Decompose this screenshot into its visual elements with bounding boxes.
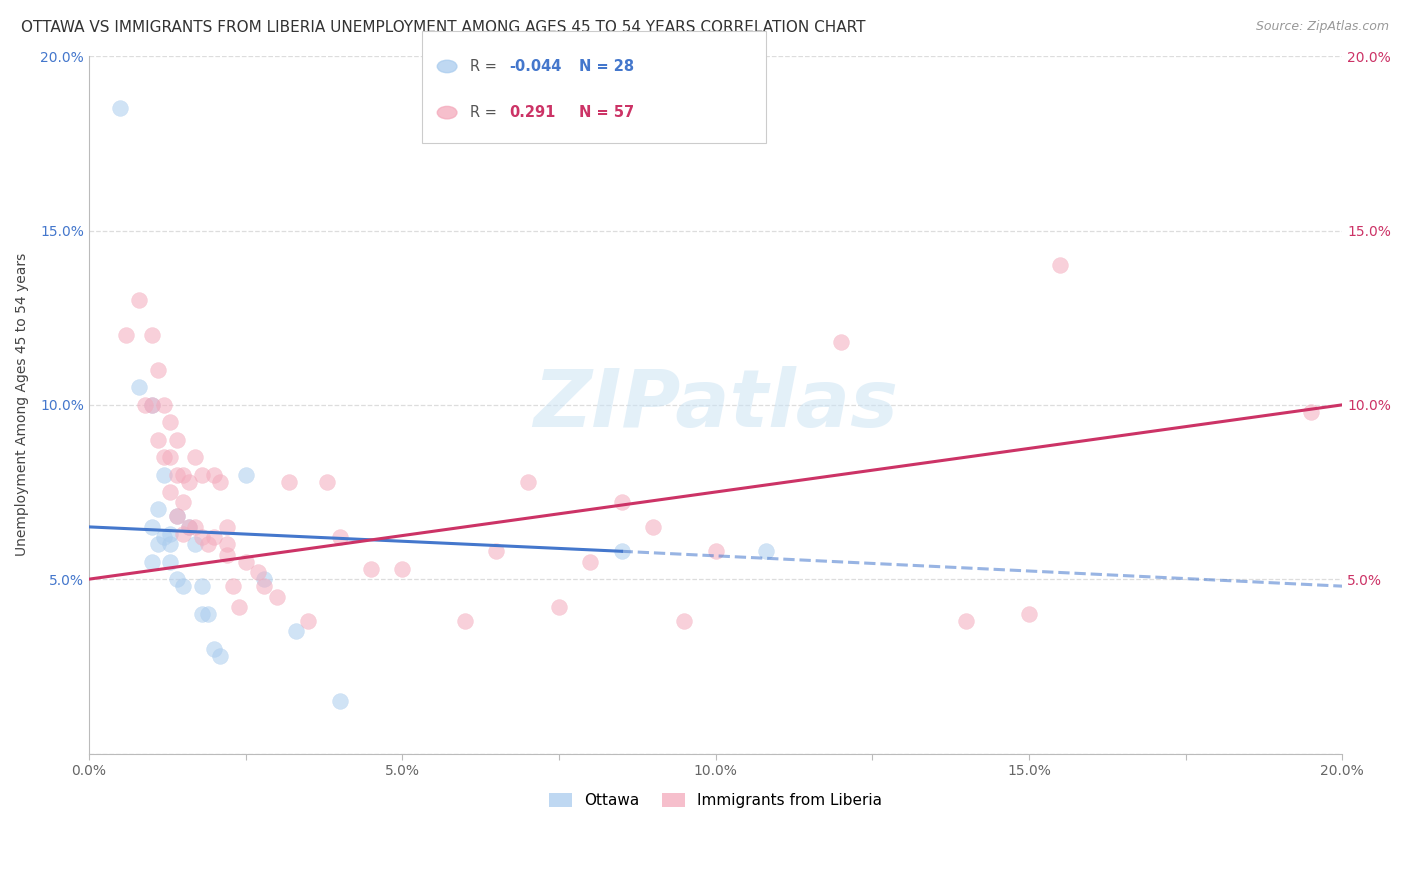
- Point: [159, 415, 181, 429]
- Point: [146, 433, 169, 447]
- Point: [704, 544, 727, 558]
- Text: N = 28: N = 28: [579, 59, 634, 74]
- Point: [159, 526, 181, 541]
- Point: [266, 590, 288, 604]
- Point: [134, 398, 156, 412]
- Point: [172, 495, 194, 509]
- Point: [253, 572, 276, 586]
- Point: [153, 398, 176, 412]
- Point: [128, 293, 150, 308]
- Point: [184, 520, 207, 534]
- Point: [202, 641, 225, 656]
- Point: [1299, 405, 1322, 419]
- Point: [108, 102, 131, 116]
- Point: [184, 537, 207, 551]
- Point: [146, 502, 169, 516]
- Point: [128, 380, 150, 394]
- Point: [641, 520, 664, 534]
- Point: [215, 548, 238, 562]
- Point: [141, 398, 163, 412]
- Text: R =: R =: [470, 59, 501, 74]
- Point: [215, 520, 238, 534]
- Text: -0.044: -0.044: [509, 59, 561, 74]
- Point: [955, 614, 977, 628]
- Point: [146, 363, 169, 377]
- Text: N = 57: N = 57: [579, 105, 634, 120]
- Point: [153, 530, 176, 544]
- Point: [179, 520, 201, 534]
- Point: [166, 572, 188, 586]
- Point: [172, 579, 194, 593]
- Point: [141, 398, 163, 412]
- Point: [146, 537, 169, 551]
- Point: [328, 530, 350, 544]
- Point: [579, 555, 602, 569]
- Text: R =: R =: [470, 105, 501, 120]
- Point: [159, 485, 181, 500]
- Point: [184, 450, 207, 464]
- Point: [610, 544, 633, 558]
- Point: [297, 614, 319, 628]
- Point: [159, 450, 181, 464]
- Point: [485, 544, 508, 558]
- Y-axis label: Unemployment Among Ages 45 to 54 years: Unemployment Among Ages 45 to 54 years: [15, 253, 30, 557]
- Point: [141, 520, 163, 534]
- Point: [755, 544, 778, 558]
- Point: [391, 562, 413, 576]
- Text: 0.291: 0.291: [509, 105, 555, 120]
- Point: [253, 579, 276, 593]
- Point: [190, 467, 212, 482]
- Point: [202, 467, 225, 482]
- Point: [159, 537, 181, 551]
- Point: [1049, 259, 1071, 273]
- Point: [202, 530, 225, 544]
- Point: [610, 495, 633, 509]
- Point: [328, 694, 350, 708]
- Point: [215, 537, 238, 551]
- Point: [454, 614, 477, 628]
- Point: [209, 648, 232, 663]
- Point: [235, 555, 257, 569]
- Point: [172, 467, 194, 482]
- Text: OTTAWA VS IMMIGRANTS FROM LIBERIA UNEMPLOYMENT AMONG AGES 45 TO 54 YEARS CORRELA: OTTAWA VS IMMIGRANTS FROM LIBERIA UNEMPL…: [21, 20, 866, 35]
- Point: [166, 509, 188, 524]
- Point: [284, 624, 307, 639]
- Point: [1018, 607, 1040, 621]
- Point: [190, 607, 212, 621]
- Point: [190, 530, 212, 544]
- Point: [166, 433, 188, 447]
- Point: [360, 562, 382, 576]
- Point: [316, 475, 339, 489]
- Point: [179, 520, 201, 534]
- Point: [247, 565, 270, 579]
- Point: [166, 509, 188, 524]
- Point: [235, 467, 257, 482]
- Point: [141, 328, 163, 343]
- Point: [197, 607, 219, 621]
- Text: ZIPatlas: ZIPatlas: [533, 366, 898, 444]
- Point: [278, 475, 301, 489]
- Point: [166, 467, 188, 482]
- Point: [190, 579, 212, 593]
- Point: [830, 335, 852, 350]
- Point: [179, 475, 201, 489]
- Point: [159, 555, 181, 569]
- Point: [222, 579, 245, 593]
- Point: [209, 475, 232, 489]
- Point: [516, 475, 538, 489]
- Point: [115, 328, 138, 343]
- Point: [547, 600, 569, 615]
- Point: [172, 526, 194, 541]
- Text: Source: ZipAtlas.com: Source: ZipAtlas.com: [1256, 20, 1389, 33]
- Point: [228, 600, 250, 615]
- Point: [673, 614, 696, 628]
- Point: [141, 555, 163, 569]
- Point: [153, 450, 176, 464]
- Legend: Ottawa, Immigrants from Liberia: Ottawa, Immigrants from Liberia: [541, 785, 890, 815]
- Point: [153, 467, 176, 482]
- Point: [197, 537, 219, 551]
